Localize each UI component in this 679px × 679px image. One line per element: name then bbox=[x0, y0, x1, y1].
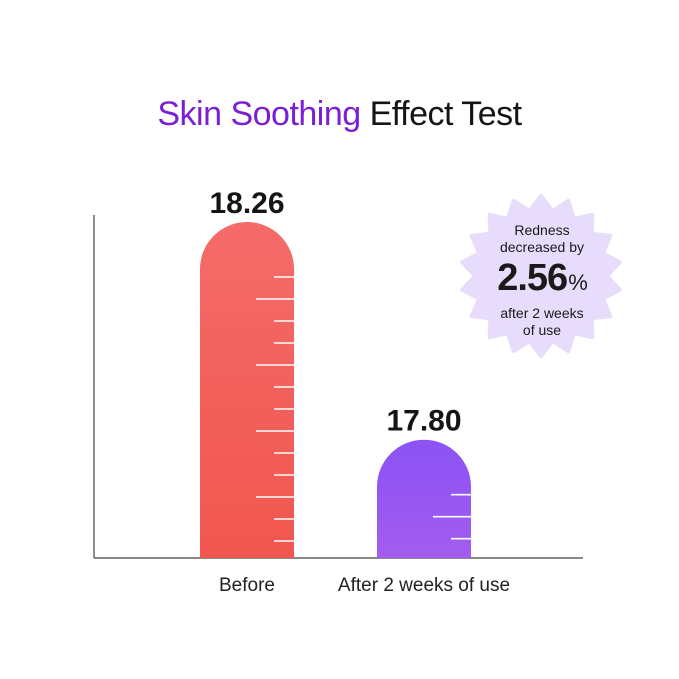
badge-starburst bbox=[460, 194, 622, 358]
value-label: 17.80 bbox=[386, 405, 461, 438]
badge-line-3: after 2 weeks bbox=[500, 305, 584, 321]
badge-line-1: Redness bbox=[514, 222, 570, 238]
category-label: Before bbox=[219, 575, 275, 596]
title-accent: Skin Soothing bbox=[157, 95, 361, 133]
badge-value: 2.56% bbox=[470, 256, 614, 305]
badge-line-2: decreased by bbox=[499, 239, 585, 255]
badge-star-shape bbox=[460, 194, 622, 358]
badge-number: 2.56 bbox=[497, 257, 568, 299]
title-rest: Effect Test bbox=[360, 95, 523, 133]
bar-0 bbox=[200, 222, 294, 558]
bar-1 bbox=[377, 439, 471, 558]
category-label: After 2 weeks of use bbox=[338, 575, 510, 596]
chart-title: Skin Soothing Effect Test bbox=[0, 95, 679, 134]
badge-text: Redness decreased by 2.56% after 2 weeks… bbox=[470, 222, 614, 339]
value-label: 18.26 bbox=[209, 187, 284, 220]
badge-line-4: of use bbox=[522, 322, 562, 338]
bars-group: 18.26 Before 17.80 After 2 weeks of use bbox=[200, 187, 510, 596]
badge-unit: % bbox=[568, 270, 588, 295]
